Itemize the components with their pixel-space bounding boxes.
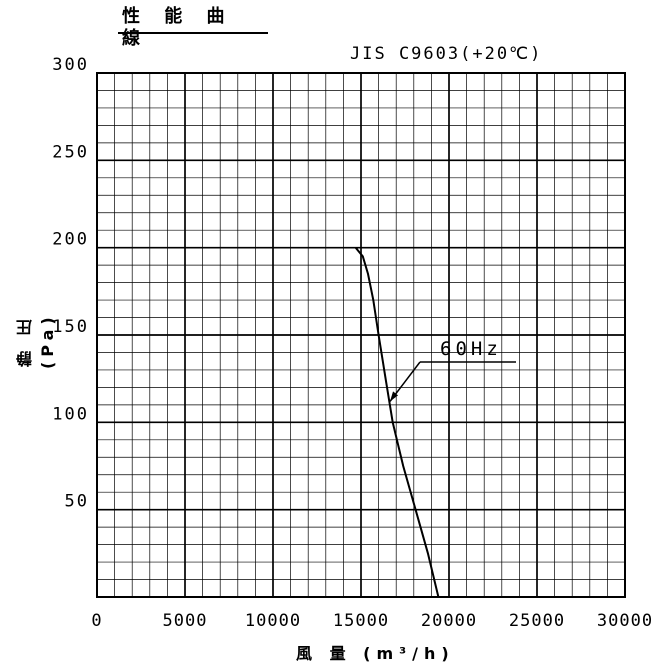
x-tick-label: 30000 bbox=[597, 611, 653, 631]
x-tick-label: 5000 bbox=[163, 611, 208, 631]
y-tick-label: 150 bbox=[52, 317, 89, 337]
plot-frame bbox=[96, 72, 626, 598]
series-line-60hz bbox=[354, 247, 440, 598]
chart-subtitle: JIS C9603(+20℃) bbox=[350, 44, 543, 64]
x-axis-label: 風 量 (m³/h) bbox=[296, 644, 455, 663]
y-tick-label: 50 bbox=[65, 492, 89, 512]
y-tick-label: 100 bbox=[52, 404, 89, 424]
y-tick-label: 200 bbox=[52, 230, 89, 250]
annotation-arrowhead bbox=[390, 391, 399, 402]
x-tick-label: 15000 bbox=[333, 611, 389, 631]
y-tick-label: 300 bbox=[52, 55, 89, 75]
y-tick-label: 250 bbox=[52, 142, 89, 162]
x-tick-label: 10000 bbox=[245, 611, 301, 631]
x-tick-label: 25000 bbox=[509, 611, 565, 631]
chart-title: 性 能 曲 線 bbox=[118, 6, 268, 49]
annotation-label: 60Hz bbox=[440, 338, 502, 360]
x-tick-label: 0 bbox=[91, 611, 102, 631]
x-tick-label: 20000 bbox=[421, 611, 477, 631]
